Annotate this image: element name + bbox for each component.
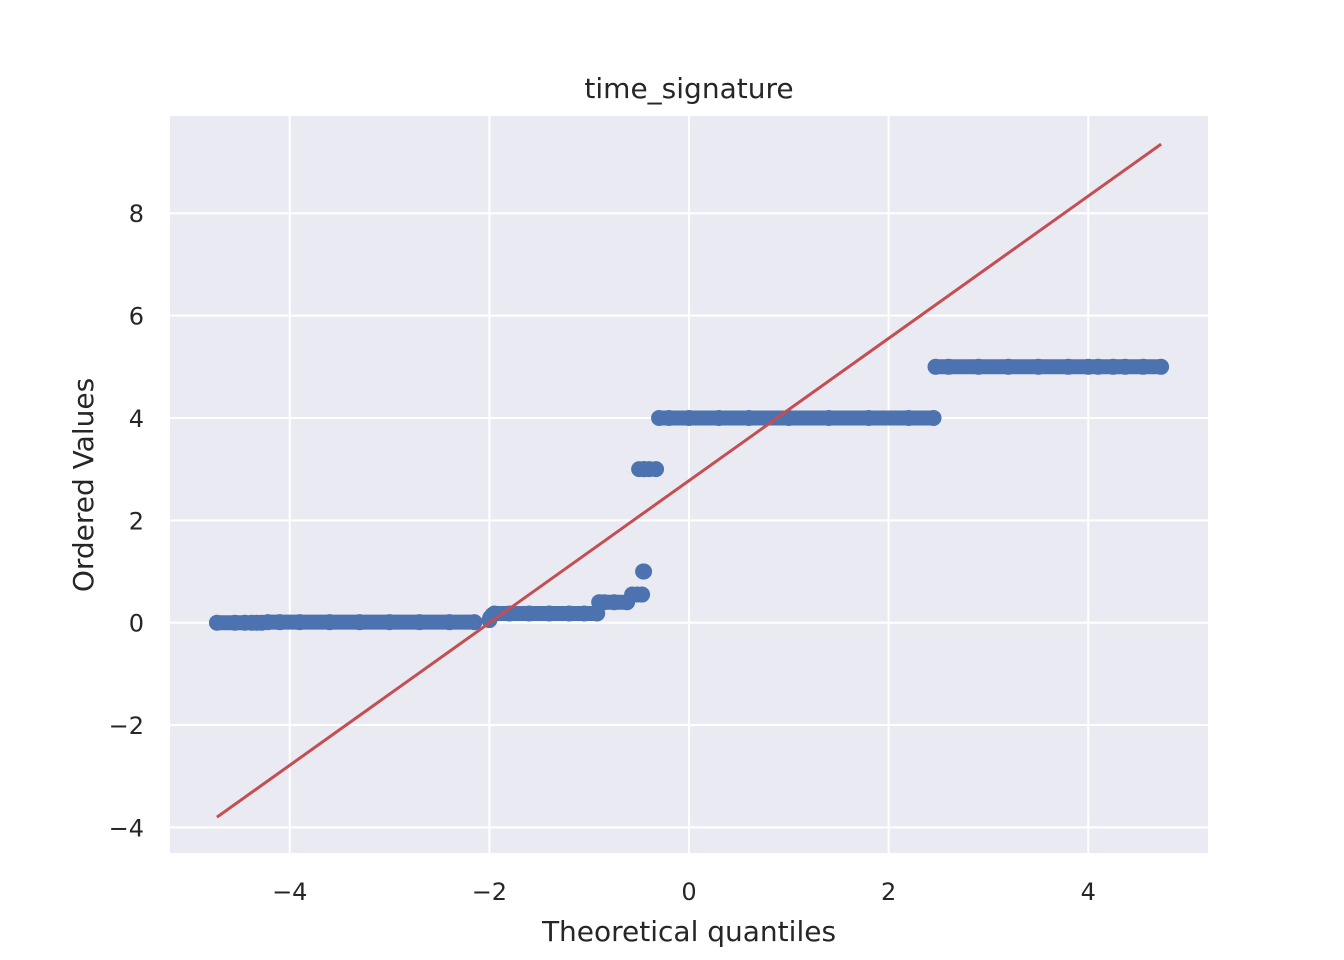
- data-point: [1060, 358, 1077, 375]
- data-point: [541, 605, 558, 622]
- data-point: [208, 614, 225, 631]
- y-tick-label: 4: [129, 405, 144, 433]
- data-point: [1135, 358, 1152, 375]
- data-point: [1090, 358, 1107, 375]
- y-axis-label: Ordered Values: [67, 378, 100, 592]
- data-point: [466, 614, 483, 631]
- chart-title: time_signature: [584, 72, 793, 105]
- data-point: [291, 614, 308, 631]
- x-tick-labels: −4 −2 0 2 4: [272, 878, 1096, 906]
- data-points-group: [208, 358, 1170, 631]
- y-tick-label: 6: [129, 303, 144, 331]
- data-point: [636, 563, 653, 580]
- data-point: [259, 614, 276, 631]
- data-point: [710, 409, 727, 426]
- data-point: [927, 358, 944, 375]
- data-point: [681, 409, 697, 426]
- data-point: [1000, 358, 1017, 375]
- x-tick-label: −2: [472, 878, 507, 906]
- data-point: [940, 358, 957, 375]
- data-point: [381, 614, 398, 631]
- data-point: [521, 605, 538, 622]
- data-point: [740, 409, 757, 426]
- data-point: [1117, 358, 1134, 375]
- data-point: [441, 614, 458, 631]
- data-point: [820, 409, 837, 426]
- x-tick-label: 4: [1081, 878, 1096, 906]
- data-point: [925, 409, 942, 426]
- data-point: [1153, 358, 1170, 375]
- data-point: [321, 614, 338, 631]
- y-tick-labels: −4 −2 0 2 4 6 8: [109, 200, 144, 842]
- y-tick-label: 2: [129, 507, 144, 535]
- data-point: [970, 358, 987, 375]
- x-axis-label: Theoretical quantiles: [541, 915, 836, 948]
- data-point: [661, 409, 678, 426]
- data-point: [1030, 358, 1047, 375]
- x-tick-label: 0: [681, 878, 696, 906]
- data-point: [860, 409, 877, 426]
- data-point: [271, 614, 288, 631]
- data-point: [606, 594, 623, 611]
- x-tick-label: −4: [272, 878, 307, 906]
- data-point: [411, 614, 428, 631]
- reference-line-group: [216, 142, 1162, 819]
- y-tick-label: 0: [129, 610, 144, 638]
- y-tick-label: 8: [129, 200, 144, 228]
- reference-line: [216, 142, 1162, 819]
- data-point: [1105, 358, 1122, 375]
- y-tick-label: −4: [109, 814, 144, 842]
- data-point: [501, 605, 518, 622]
- data-point: [561, 605, 578, 622]
- data-point: [648, 461, 665, 478]
- data-point: [576, 605, 593, 622]
- y-tick-label: −2: [109, 712, 144, 740]
- data-point: [900, 409, 917, 426]
- data-point: [634, 586, 651, 603]
- data-point: [351, 614, 368, 631]
- x-tick-label: 2: [881, 878, 896, 906]
